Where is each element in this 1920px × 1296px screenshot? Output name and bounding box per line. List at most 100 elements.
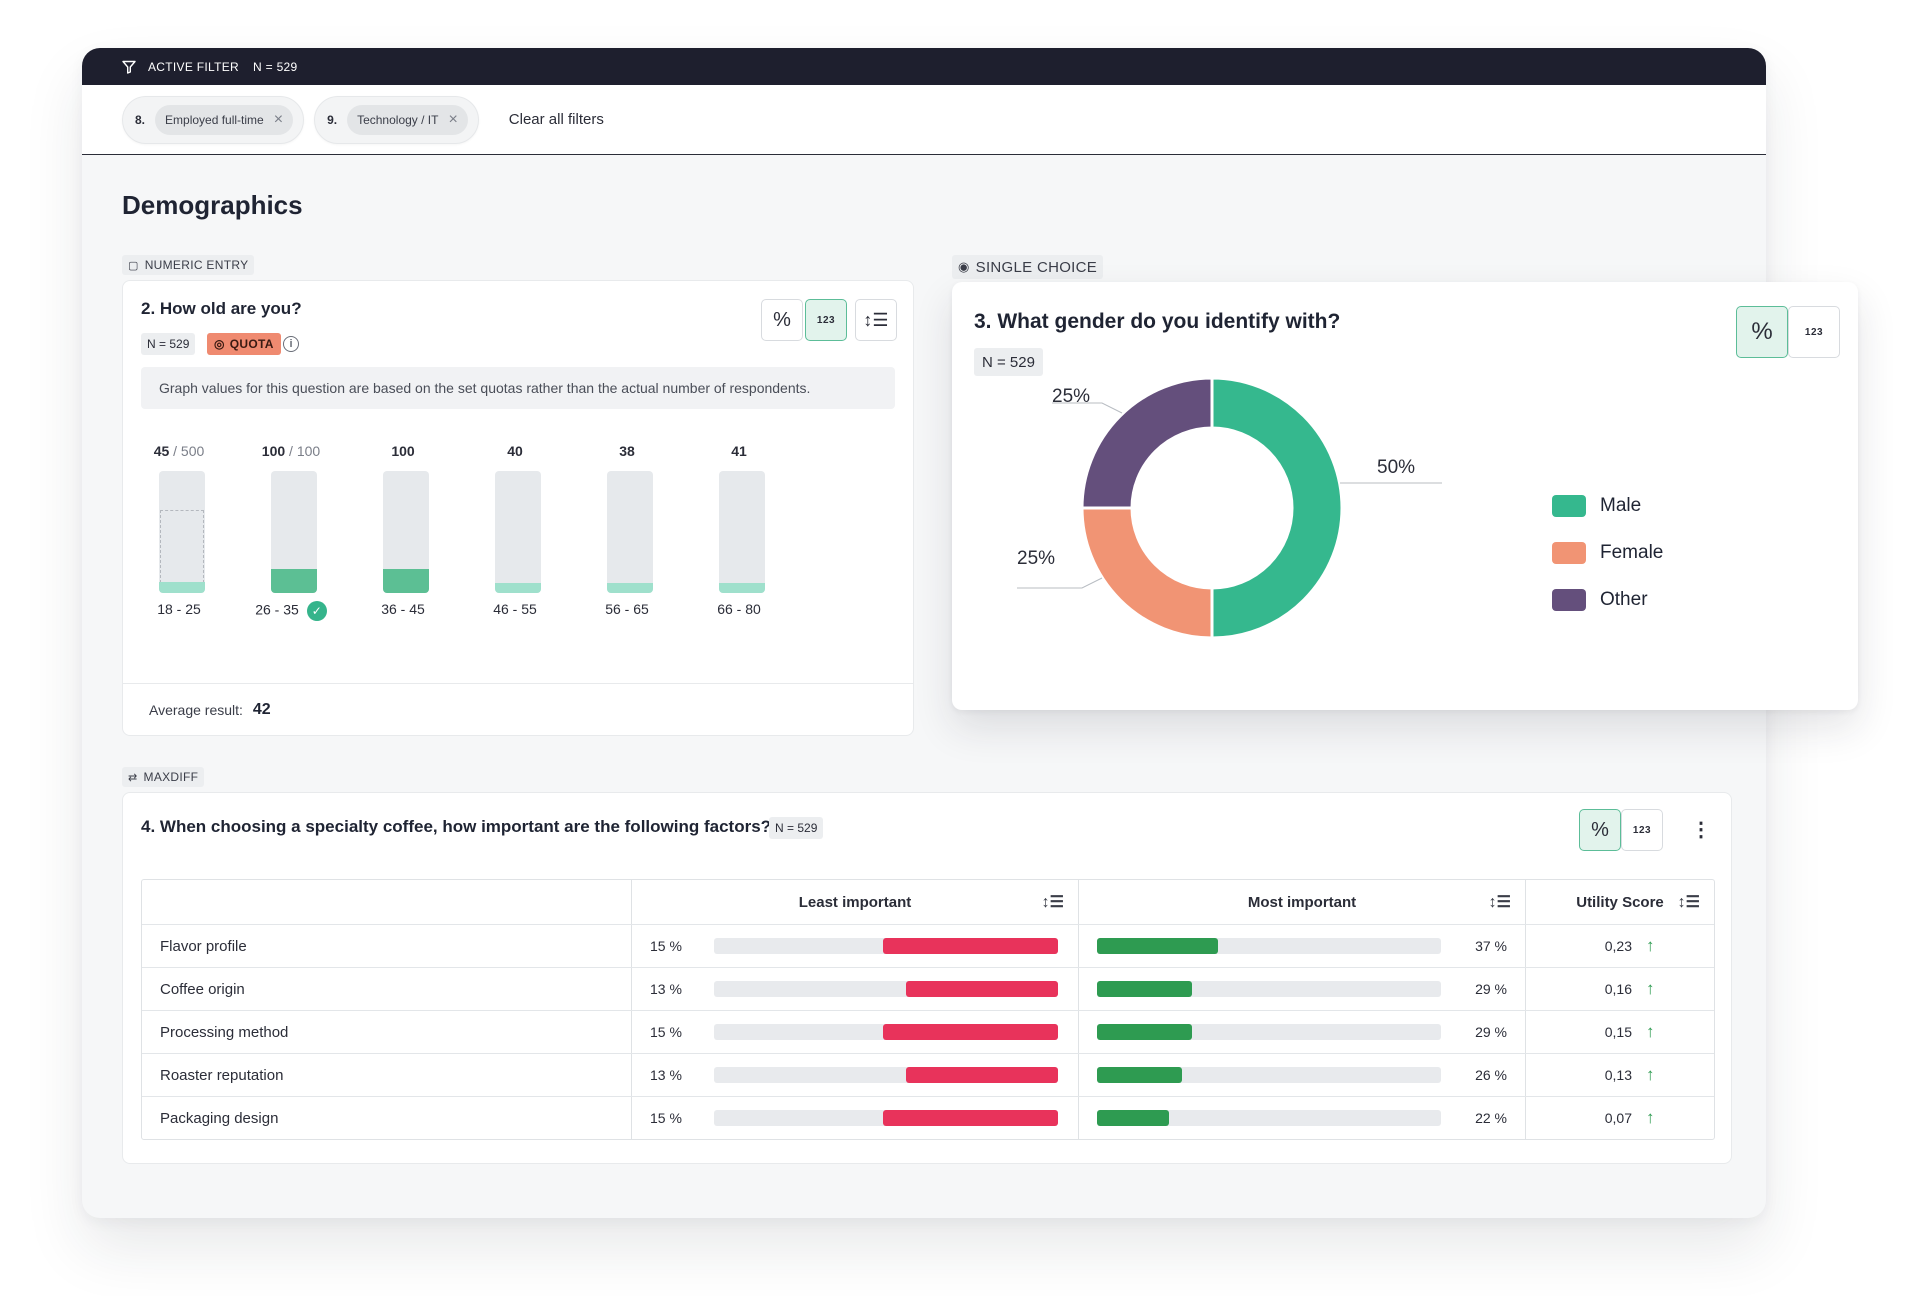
count-toggle-button[interactable]: 123 bbox=[1621, 809, 1663, 851]
question-card-maxdiff: 4. When choosing a specialty coffee, how… bbox=[122, 792, 1732, 1164]
quota-target-box bbox=[160, 510, 204, 593]
table-row: Coffee origin 13 % 29 % 0,16 ↑ bbox=[142, 967, 1714, 1010]
header-cell-factor bbox=[142, 880, 632, 924]
filter-chip-employed[interactable]: Employed full-time × bbox=[155, 104, 294, 135]
age-bar-column: 41 66 - 80 bbox=[699, 443, 779, 617]
sort-icon: ↕☰ bbox=[863, 309, 889, 330]
donut-slice-other[interactable] bbox=[1080, 378, 1214, 510]
radio-icon: ◉ bbox=[958, 259, 970, 274]
bar-track bbox=[607, 471, 653, 593]
table-row: Roaster reputation 13 % 26 % 0,13 ↑ bbox=[142, 1053, 1714, 1096]
bar-track bbox=[159, 471, 205, 593]
header-cell-utility[interactable]: Utility Score ↕☰ bbox=[1526, 880, 1714, 924]
percent-toggle-button[interactable]: % bbox=[761, 299, 803, 341]
count-toggle-button[interactable]: 123 bbox=[805, 299, 847, 341]
bar-value-label: 100 bbox=[391, 443, 415, 459]
utility-cell: 0,07 ↑ bbox=[1526, 1097, 1714, 1139]
most-important-cell: 37 % bbox=[1079, 925, 1526, 967]
arrow-up-icon: ↑ bbox=[1646, 936, 1655, 955]
most-bar-fill bbox=[1097, 1024, 1192, 1040]
bar-track bbox=[271, 471, 317, 593]
legend-item-other[interactable]: Other bbox=[1552, 576, 1663, 623]
utility-cell: 0,13 ↑ bbox=[1526, 1054, 1714, 1096]
least-bar-fill bbox=[882, 1024, 1058, 1040]
bar-value-label: 40 bbox=[507, 443, 523, 459]
percent-toggle-button[interactable]: % bbox=[1736, 306, 1788, 358]
question-title: 2. How old are you? bbox=[141, 299, 302, 318]
close-icon[interactable]: × bbox=[273, 110, 284, 128]
factor-label: Coffee origin bbox=[142, 968, 632, 1010]
filter-number: 8. bbox=[135, 112, 146, 127]
most-important-cell: 29 % bbox=[1079, 1011, 1526, 1053]
page-title: Demographics bbox=[122, 190, 303, 220]
n-badge: N = 529 bbox=[974, 348, 1043, 376]
sort-icon[interactable]: ↕☰ bbox=[1677, 894, 1700, 911]
gender-donut-chart: 50% 25% 25% bbox=[1017, 378, 1442, 640]
donut-slice-female[interactable] bbox=[1080, 506, 1214, 640]
least-bar-track bbox=[714, 1110, 1058, 1126]
arrow-up-icon: ↑ bbox=[1646, 1108, 1655, 1127]
age-bar-column: 45 / 500 18 - 25 bbox=[139, 443, 219, 617]
slice-percent-label: 50% bbox=[1377, 457, 1415, 478]
table-row: Processing method 15 % 29 % 0,15 ↑ bbox=[142, 1010, 1714, 1053]
active-filter-count: N = 529 bbox=[253, 59, 298, 74]
factor-label: Flavor profile bbox=[142, 925, 632, 967]
percent-toggle-button[interactable]: % bbox=[1579, 809, 1621, 851]
arrow-up-icon: ↑ bbox=[1646, 979, 1655, 998]
bar-category-label: 46 - 55 bbox=[493, 601, 537, 617]
least-percent: 13 % bbox=[650, 1067, 682, 1083]
legend-item-male[interactable]: Male bbox=[1552, 482, 1663, 529]
arrow-up-icon: ↑ bbox=[1646, 1065, 1655, 1084]
more-options-icon[interactable]: ⋮ bbox=[1691, 819, 1711, 841]
filter-chip-label: Employed full-time bbox=[165, 112, 264, 127]
question-type-tag: ⇄ MAXDIFF bbox=[122, 767, 205, 787]
filter-chip-technology[interactable]: Technology / IT × bbox=[347, 104, 468, 135]
sort-button[interactable]: ↕☰ bbox=[855, 299, 897, 341]
most-bar-fill bbox=[1097, 981, 1192, 997]
most-bar-track bbox=[1097, 1067, 1441, 1083]
close-icon[interactable]: × bbox=[448, 110, 458, 128]
quota-icon: ◎ bbox=[214, 337, 225, 351]
bar-category-label: 36 - 45 bbox=[381, 601, 425, 617]
header-label: Least important bbox=[798, 893, 912, 911]
most-percent: 26 % bbox=[1475, 1067, 1507, 1083]
count-toggle-button[interactable]: 123 bbox=[1788, 306, 1840, 358]
donut-slice-male[interactable] bbox=[1210, 378, 1344, 640]
sort-icon[interactable]: ↕☰ bbox=[1041, 894, 1064, 911]
most-percent: 22 % bbox=[1475, 1110, 1507, 1126]
filter-chip-group: 8. Employed full-time × bbox=[122, 95, 305, 144]
header-label: Most important bbox=[1247, 893, 1357, 911]
info-icon[interactable]: i bbox=[283, 336, 299, 352]
active-filter-bar: ACTIVE FILTER N = 529 bbox=[82, 48, 1766, 85]
quota-badge: ◎ QUOTA bbox=[207, 333, 281, 355]
clear-all-filters-button[interactable]: Clear all filters bbox=[508, 111, 604, 128]
table-row: Packaging design 15 % 22 % 0,07 ↑ bbox=[142, 1096, 1714, 1139]
age-bar-column: 100 36 - 45 bbox=[363, 443, 443, 617]
utility-cell: 0,23 ↑ bbox=[1526, 925, 1714, 967]
question-type-label: SINGLE CHOICE bbox=[975, 258, 1098, 276]
factor-label: Packaging design bbox=[142, 1097, 632, 1139]
header-cell-most[interactable]: Most important ↕☰ bbox=[1079, 880, 1526, 924]
least-important-cell: 15 % bbox=[632, 1011, 1079, 1053]
sort-icon[interactable]: ↕☰ bbox=[1488, 894, 1511, 911]
factor-label: Processing method bbox=[142, 1011, 632, 1053]
utility-cell: 0,16 ↑ bbox=[1526, 968, 1714, 1010]
check-icon: ✓ bbox=[306, 601, 327, 621]
most-bar-track bbox=[1097, 938, 1441, 954]
utility-score: 0,13 bbox=[1604, 1067, 1632, 1083]
filter-icon bbox=[122, 60, 136, 74]
callout-line bbox=[1017, 577, 1103, 589]
bar-track bbox=[495, 471, 541, 593]
maxdiff-icon: ⇄ bbox=[128, 771, 138, 784]
callout-line bbox=[1052, 402, 1123, 414]
header-cell-least[interactable]: Least important ↕☰ bbox=[632, 880, 1079, 924]
legend-item-female[interactable]: Female bbox=[1552, 529, 1663, 576]
bar-fill bbox=[719, 583, 765, 593]
quota-notice: Graph values for this question are based… bbox=[141, 367, 895, 409]
bar-category-label: 66 - 80 bbox=[717, 601, 761, 617]
question-title: 4. When choosing a specialty coffee, how… bbox=[141, 817, 772, 836]
least-bar-fill bbox=[882, 938, 1058, 954]
most-percent: 29 % bbox=[1475, 981, 1507, 997]
legend-label: Male bbox=[1600, 494, 1642, 516]
table-body: Flavor profile 15 % 37 % 0,23 ↑ Coffee origin… bbox=[142, 924, 1714, 1139]
